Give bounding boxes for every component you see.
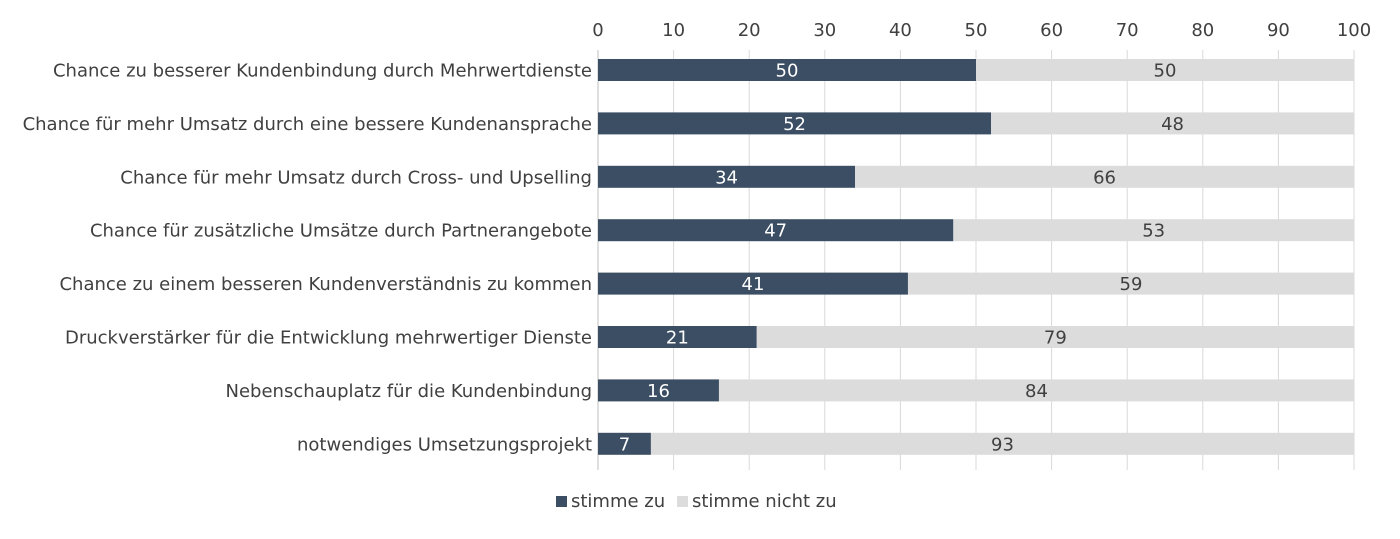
x-tick-label: 50 [965,20,988,41]
x-tick-label: 80 [1191,20,1214,41]
legend: stimme zu stimme nicht zu [556,491,837,512]
x-axis-ticks: 0 10 20 30 40 50 60 70 80 90 100 [592,20,1371,41]
bar-disagree [718,379,1354,402]
bar-agree [598,432,651,455]
bar-agree [598,379,719,402]
bar-disagree [991,112,1354,135]
data-label: 34 [715,167,738,188]
bar-agree [598,59,976,81]
bar-agree [598,219,954,242]
category-label: Chance zu einem besseren Kundenverständn… [59,274,592,295]
legend-swatch [677,496,688,507]
category-label: Chance für mehr Umsatz durch Cross- und … [120,167,592,188]
x-tick-label: 20 [738,20,761,41]
bar-agree [598,112,992,135]
data-label: 66 [1093,167,1116,188]
data-label: 84 [1025,381,1048,402]
category-labels: Chance zu besserer Kundenbindung durch M… [23,61,592,456]
category-label: notwendiges Umsetzungsprojekt [297,434,592,455]
x-tick-label: 60 [1040,20,1063,41]
data-label: 47 [764,221,787,242]
x-tick-label: 30 [813,20,836,41]
x-tick-label: 10 [662,20,685,41]
legend-label: stimme zu [571,491,665,512]
x-tick-label: 90 [1267,20,1290,41]
data-label: 52 [783,114,806,135]
x-tick-label: 40 [889,20,912,41]
data-label: 93 [991,434,1014,455]
legend-swatch [556,496,567,507]
legend-label: stimme nicht zu [692,491,837,512]
category-label: Chance zu besserer Kundenbindung durch M… [53,61,592,82]
bar-disagree [855,165,1354,188]
data-label: 7 [619,434,630,455]
data-label: 79 [1044,328,1067,349]
category-label: Druckverstärker für die Entwicklung mehr… [65,328,592,349]
data-label: 16 [647,381,670,402]
x-tick-label: 70 [1116,20,1139,41]
x-tick-label: 100 [1337,20,1371,41]
bar-disagree [756,326,1354,348]
data-label: 59 [1120,274,1143,295]
data-label: 48 [1161,114,1184,135]
x-tick-label: 0 [592,20,603,41]
data-label: 53 [1142,221,1165,242]
bar-agree [598,165,856,188]
bar-disagree [953,219,1354,242]
data-label: 50 [776,61,799,82]
bar-disagree [907,272,1354,295]
category-label: Chance für mehr Umsatz durch eine besser… [23,114,592,135]
bar-agree [598,326,757,348]
data-label: 50 [1154,61,1177,82]
bars: 50 50 52 48 34 66 47 53 41 59 21 79 16 84 7 93 [598,59,1354,455]
data-label: 21 [666,328,689,349]
data-label: 41 [742,274,765,295]
category-label: Chance für zusätzliche Umsätze durch Par… [90,221,592,242]
category-label: Nebenschauplatz für die Kundenbindung [226,381,592,402]
bar-agree [598,272,908,295]
bar-disagree [650,432,1354,455]
bar-disagree [976,59,1354,81]
